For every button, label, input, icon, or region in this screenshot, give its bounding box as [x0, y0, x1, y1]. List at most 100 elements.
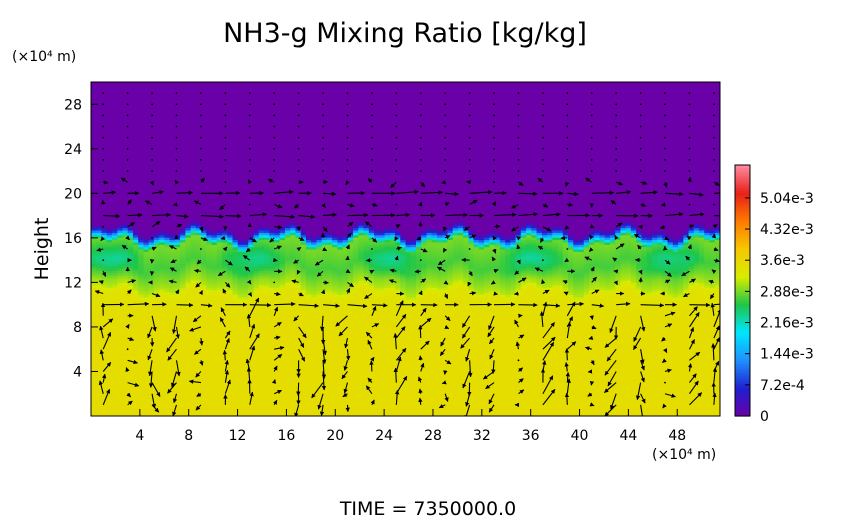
heatmap-cell [494, 330, 501, 334]
heatmap-cell [583, 361, 590, 365]
heatmap-cell [426, 413, 433, 416]
heatmap-cell [599, 370, 606, 374]
heatmap-cell [290, 346, 297, 350]
heatmap-cell [284, 373, 291, 377]
heatmap-cell [185, 318, 192, 322]
heatmap-cell [714, 387, 720, 391]
heatmap-cell [263, 363, 270, 367]
heatmap-cell [641, 370, 648, 374]
heatmap-cell [395, 401, 401, 405]
heatmap-cell [232, 396, 239, 400]
heatmap-cell [227, 392, 234, 396]
heatmap-cell [243, 330, 249, 334]
heatmap-cell [442, 339, 449, 343]
heatmap-cell [106, 344, 113, 348]
heatmap-cell [667, 363, 674, 367]
heatmap-cell [111, 413, 118, 416]
heatmap-cell [520, 349, 527, 353]
heatmap-cell [127, 361, 134, 365]
heatmap-cell [300, 325, 307, 329]
heatmap-cell [253, 394, 260, 398]
heatmap-cell [101, 356, 108, 360]
heatmap-cell [395, 346, 401, 350]
heatmap-cell [473, 377, 480, 381]
heatmap-cell [117, 361, 124, 365]
heatmap-cell [609, 399, 616, 403]
heatmap-cell [143, 404, 150, 408]
heatmap-cell [667, 377, 674, 381]
heatmap-cell [457, 408, 464, 412]
heatmap-cell [379, 406, 386, 410]
heatmap-cell [636, 413, 642, 416]
heatmap-cell [400, 332, 407, 336]
heatmap-cell [358, 353, 365, 357]
heatmap-cell [484, 330, 490, 334]
heatmap-cell [222, 339, 228, 343]
heatmap-cell [515, 370, 522, 374]
heatmap-cell [704, 368, 711, 372]
heatmap-cell [499, 361, 506, 365]
heatmap-cell [442, 327, 449, 331]
heatmap-cell [337, 404, 344, 408]
heatmap-cell [216, 375, 223, 379]
heatmap-cell [395, 332, 401, 336]
heatmap-cell [237, 411, 244, 415]
heatmap-cell [578, 332, 585, 336]
heatmap-cell [588, 356, 595, 360]
heatmap-cell [374, 411, 380, 415]
heatmap-cell [672, 337, 679, 341]
heatmap-cell [243, 382, 249, 386]
heatmap-cell [573, 373, 580, 377]
heatmap-cell [510, 380, 517, 384]
heatmap-cell [421, 351, 428, 355]
heatmap-cell [159, 375, 165, 379]
heatmap-cell [342, 332, 349, 336]
heatmap-cell [148, 389, 155, 393]
heatmap-cell [263, 327, 270, 331]
heatmap-cell [683, 384, 690, 388]
heatmap-cell [599, 396, 606, 400]
heatmap-cell [641, 353, 648, 357]
heatmap-cell [243, 380, 249, 384]
heatmap-cell [201, 342, 207, 346]
heatmap-cell [457, 413, 464, 416]
heatmap-cell [274, 320, 281, 324]
heatmap-cell [143, 322, 150, 326]
heatmap-cell [594, 325, 601, 329]
heatmap-cell [426, 370, 433, 374]
heatmap-cell [452, 339, 459, 343]
heatmap-cell [143, 361, 150, 365]
heatmap-cell [374, 389, 380, 393]
heatmap-cell [159, 394, 165, 398]
heatmap-cell [263, 387, 270, 391]
heatmap-cell [138, 389, 145, 393]
heatmap-cell [358, 370, 365, 374]
heatmap-cell [384, 413, 391, 416]
heatmap-cell [436, 334, 443, 338]
heatmap-cell [138, 373, 145, 377]
heatmap-cell [683, 337, 690, 341]
heatmap-cell [499, 325, 506, 329]
heatmap-cell [248, 387, 255, 391]
heatmap-cell [284, 387, 291, 391]
heatmap-cell [143, 325, 150, 329]
heatmap-cell [185, 406, 192, 410]
heatmap-cell [316, 325, 323, 329]
heatmap-cell [573, 353, 580, 357]
heatmap-cell [421, 318, 428, 322]
heatmap-cell [358, 368, 365, 372]
heatmap-cell [316, 330, 323, 334]
heatmap-cell [599, 342, 606, 346]
heatmap-cell [379, 351, 386, 355]
heatmap-cell [195, 413, 202, 416]
heatmap-cell [667, 318, 674, 322]
heatmap-cell [526, 356, 532, 360]
heatmap-cell [662, 353, 669, 357]
heatmap-cell [358, 358, 365, 362]
heatmap-cell [91, 411, 97, 415]
heatmap-cell [274, 377, 281, 381]
heatmap-cell [300, 373, 307, 377]
heatmap-cell [111, 358, 118, 362]
heatmap-cell [337, 377, 344, 381]
heatmap-cell [699, 342, 705, 346]
